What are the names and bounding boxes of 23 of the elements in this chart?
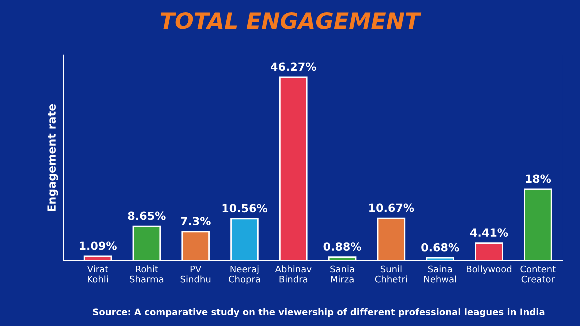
chart-title: TOTAL ENGAGEMENT (160, 12, 422, 30)
data-label: 8.65% (128, 212, 166, 220)
x-tick-label: Abhinav Bindra (275, 266, 312, 283)
x-tick-label: Content Creator (520, 266, 556, 283)
x-tick-label: Bollywood (467, 266, 512, 274)
x-tick-label: Rohit Sharma (130, 266, 164, 283)
data-label: 10.56% (222, 204, 268, 213)
data-label: 4.41% (470, 228, 508, 238)
data-label: 18% (526, 174, 552, 184)
x-tick-label: Virat Kohli (87, 266, 108, 283)
x-tick-label: Sania Mirza (330, 266, 354, 283)
x-tick-label: Neeraj Chopra (228, 266, 260, 285)
data-label: 10.67% (370, 204, 414, 212)
x-tick-label: PV Sindhu (180, 266, 211, 283)
x-tick-label: Sunil Chhetri (375, 266, 408, 283)
data-label: 0.68% (422, 243, 460, 252)
data-label: 7.3% (181, 217, 211, 226)
data-label: 46.27% (271, 62, 316, 72)
data-label: 0.88% (324, 242, 362, 251)
x-tick-label: Saina Nehwal (424, 266, 456, 283)
data-label: 1.09% (80, 242, 117, 250)
y-axis-title: Engagement rate (48, 104, 58, 212)
source-note: Source: A comparative study on the viewership of different professional leagues in India (93, 308, 545, 318)
